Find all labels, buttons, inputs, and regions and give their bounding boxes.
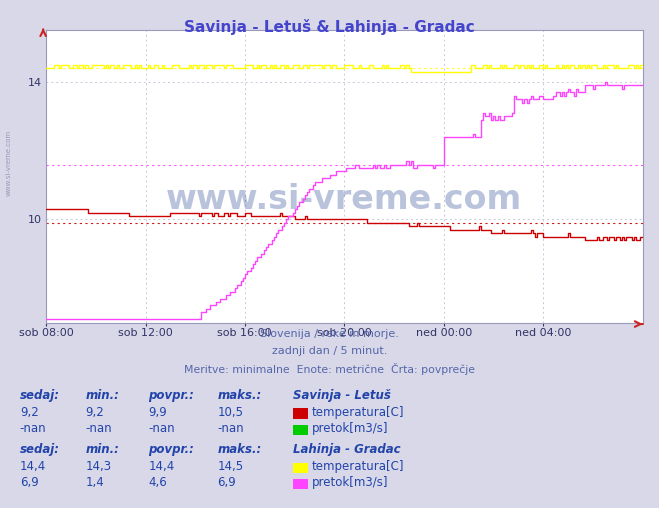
Text: 9,2: 9,2 [20,405,38,419]
Text: min.:: min.: [86,389,119,402]
Text: sedaj:: sedaj: [20,443,60,456]
Text: Savinja - Letuš: Savinja - Letuš [293,389,391,402]
Text: www.si-vreme.com: www.si-vreme.com [5,130,11,196]
Text: 9,2: 9,2 [86,405,104,419]
Text: pretok[m3/s]: pretok[m3/s] [312,422,388,435]
Text: povpr.:: povpr.: [148,389,194,402]
Text: min.:: min.: [86,443,119,456]
Text: 1,4: 1,4 [86,476,104,489]
Text: sedaj:: sedaj: [20,389,60,402]
Text: 14,3: 14,3 [86,460,112,473]
Text: pretok[m3/s]: pretok[m3/s] [312,476,388,489]
Text: temperatura[C]: temperatura[C] [312,460,404,473]
Text: -nan: -nan [217,422,244,435]
Text: www.si-vreme.com: www.si-vreme.com [166,183,523,216]
Text: Savinja - Letuš & Lahinja - Gradac: Savinja - Letuš & Lahinja - Gradac [184,19,475,35]
Text: 14,5: 14,5 [217,460,244,473]
Text: 14,4: 14,4 [148,460,175,473]
Text: -nan: -nan [86,422,112,435]
Text: 6,9: 6,9 [217,476,236,489]
Text: -nan: -nan [20,422,46,435]
Text: maks.:: maks.: [217,443,262,456]
Text: 10,5: 10,5 [217,405,243,419]
Text: povpr.:: povpr.: [148,443,194,456]
Text: 4,6: 4,6 [148,476,167,489]
Text: -nan: -nan [148,422,175,435]
Text: temperatura[C]: temperatura[C] [312,405,404,419]
Text: 6,9: 6,9 [20,476,38,489]
Text: Lahinja - Gradac: Lahinja - Gradac [293,443,401,456]
Text: 14,4: 14,4 [20,460,46,473]
Text: 9,9: 9,9 [148,405,167,419]
Text: maks.:: maks.: [217,389,262,402]
Text: Slovenija / reke in morje.: Slovenija / reke in morje. [260,329,399,339]
Text: Meritve: minimalne  Enote: metrične  Črta: povprečje: Meritve: minimalne Enote: metrične Črta:… [184,363,475,375]
Text: zadnji dan / 5 minut.: zadnji dan / 5 minut. [272,346,387,356]
